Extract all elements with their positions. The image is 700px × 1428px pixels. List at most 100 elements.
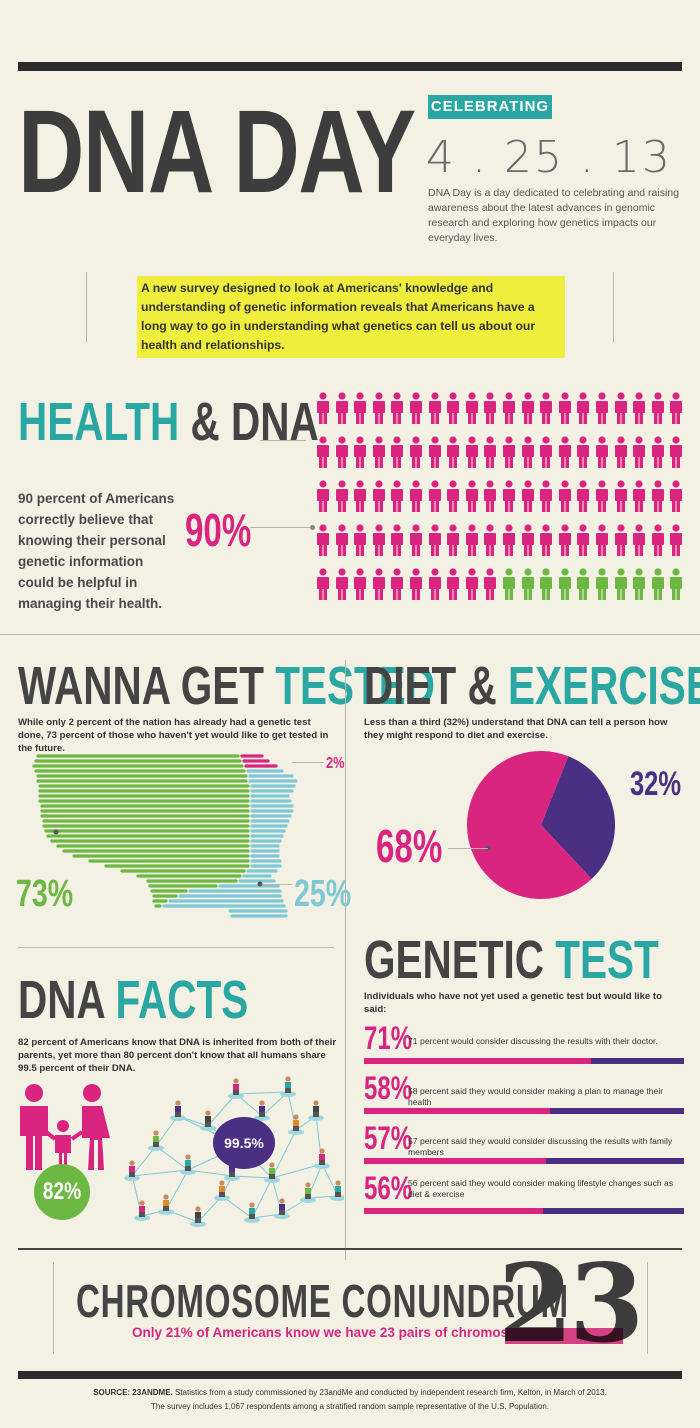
network-person (214, 1180, 230, 1201)
network-link (131, 1169, 189, 1177)
celebrating-badge: CELEBRATING (428, 95, 552, 119)
person-icon (372, 568, 385, 600)
person-icon (614, 524, 627, 556)
person-icon (651, 568, 664, 600)
facts-title-b: FACTS (115, 970, 249, 1030)
network-person (134, 1200, 150, 1221)
facts-pct-parents: 82% (42, 1178, 82, 1205)
genetic-test-text: 58 percent said they would consider maki… (408, 1086, 664, 1107)
facts-text: 82 percent of Americans know that DNA is… (18, 1037, 337, 1074)
person-icon (317, 568, 329, 600)
person-icon (540, 436, 553, 468)
intro-divider-right (613, 272, 614, 342)
person-icon (633, 392, 646, 424)
pie-slice-32 (541, 756, 615, 879)
network-person (308, 1100, 324, 1121)
person-icon (428, 436, 441, 468)
genetic-test-text: 56 percent said they would consider maki… (408, 1178, 674, 1199)
pie-slice-68 (467, 751, 592, 899)
person-icon (614, 436, 627, 468)
person-icon (577, 436, 590, 468)
person-icon (335, 392, 348, 424)
person-icon (372, 480, 385, 512)
person-icon (633, 524, 646, 556)
section-divider-2 (18, 947, 334, 948)
section-divider-1 (0, 634, 700, 635)
genetic-test-bar (364, 1208, 684, 1214)
network-link (231, 1175, 273, 1179)
pie-marker (485, 845, 491, 851)
person-icon (391, 392, 404, 424)
person-icon (354, 568, 367, 600)
network-person (124, 1160, 140, 1181)
genetic-test-item: 56% 56 percent said they would consider m… (364, 1170, 684, 1218)
map-marker-blue (257, 881, 263, 887)
tested-title-a: WANNA GET (18, 656, 264, 716)
footer-source: SOURCE: 23ANDME. (93, 1388, 173, 1397)
diet-title-b: EXERCISE (508, 656, 700, 716)
person-icon (670, 524, 683, 556)
badge-label: CELEBRATING (430, 98, 550, 115)
person-icon (372, 436, 385, 468)
person-icon (317, 436, 329, 468)
person-icon (521, 568, 534, 600)
person-icon (465, 480, 478, 512)
health-title: HEALTH & DNA (18, 392, 319, 452)
person-icon (428, 480, 441, 512)
person-icon (410, 568, 422, 600)
health-pointer-dot (310, 525, 315, 530)
person-icon (317, 480, 329, 512)
person-icon (503, 524, 515, 556)
person-icon (521, 480, 534, 512)
pointer-25pct (262, 884, 292, 885)
diet-pie-chart (467, 751, 615, 899)
person-icon (484, 392, 497, 424)
person-icon (447, 436, 460, 468)
person-icon (484, 524, 497, 556)
person-icon (447, 392, 460, 424)
person-icon (354, 524, 367, 556)
person-icon (540, 480, 553, 512)
person-icon (317, 524, 329, 556)
network-link (271, 1129, 297, 1179)
family-icon (20, 1084, 110, 1173)
person-icon (335, 524, 348, 556)
intro-text: A new survey designed to look at America… (141, 281, 536, 352)
chromo-text: Only 21% of Americans know we have 23 pa… (132, 1325, 548, 1340)
intro-divider-left (86, 272, 87, 342)
person-icon (633, 480, 646, 512)
network-person (158, 1194, 174, 1215)
person-icon (521, 524, 534, 556)
person-icon (391, 480, 404, 512)
person-icon (503, 436, 515, 468)
people-network (124, 1076, 344, 1227)
genetic-test-item: 58% 58 percent said they would consider m… (364, 1070, 684, 1118)
network-person (264, 1162, 280, 1183)
network-person (330, 1180, 344, 1201)
person-icon (670, 480, 683, 512)
person-icon (428, 524, 441, 556)
person-icon (614, 480, 627, 512)
network-person (244, 1202, 260, 1223)
genetic-test-text: 57 percent said they would consider disc… (408, 1136, 673, 1157)
person-icon (577, 524, 590, 556)
top-rule (18, 62, 682, 71)
person-icon (596, 524, 608, 556)
person-icon (540, 524, 553, 556)
person-icon (354, 436, 367, 468)
genetic-title-a: GENETIC (364, 930, 545, 990)
genetic-test-bar (364, 1058, 684, 1064)
person-icon (335, 436, 348, 468)
facts-title: DNA FACTS (18, 970, 248, 1030)
network-person (274, 1198, 290, 1219)
people-grid (316, 392, 688, 608)
health-underline (260, 440, 306, 441)
header-description: DNA Day is a day dedicated to celebratin… (428, 187, 679, 244)
tested-pct-blue: 25% (294, 873, 352, 915)
person-icon (670, 392, 683, 424)
person-icon (651, 436, 664, 468)
person-icon (465, 568, 478, 600)
network-person (170, 1100, 186, 1121)
network-link (251, 1177, 273, 1219)
genetic-test-bar (364, 1108, 684, 1114)
